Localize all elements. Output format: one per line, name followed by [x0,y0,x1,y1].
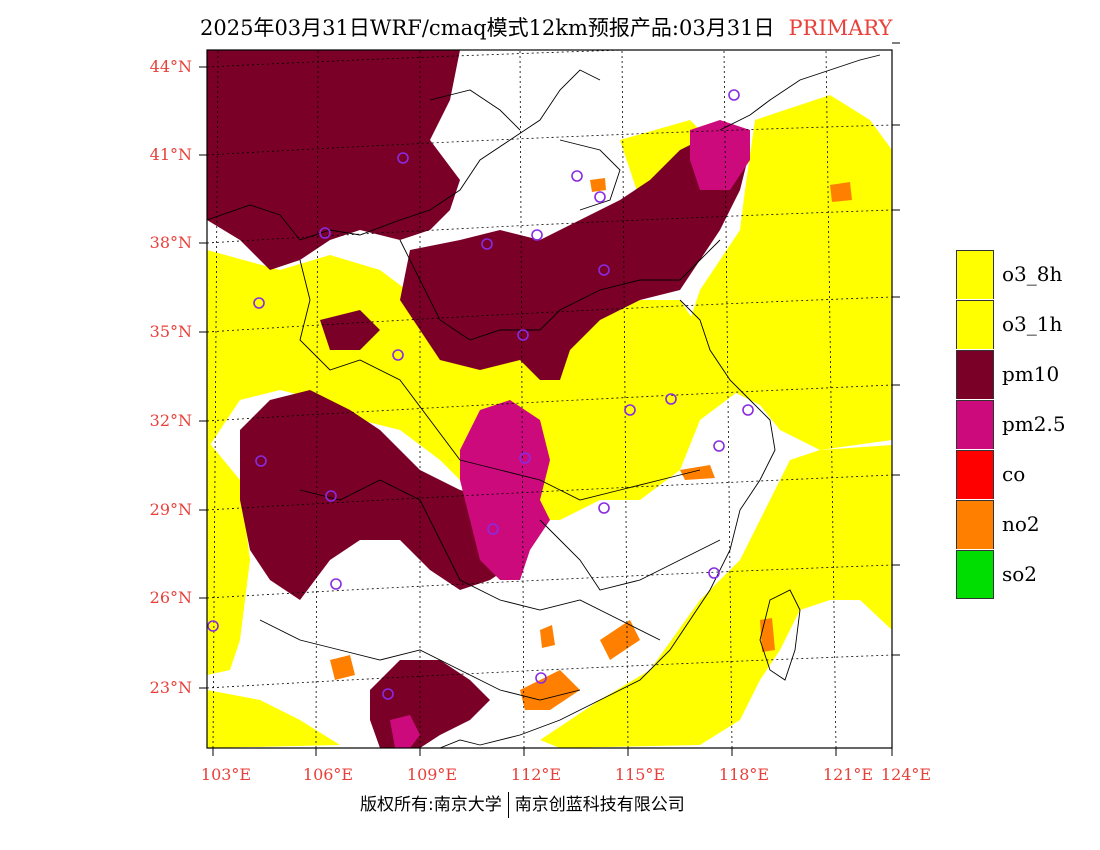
legend-item: o3_1h [956,299,1100,349]
lat-label: 41°N [150,145,192,164]
title-main: 2025年03月31日WRF/cmaq模式12km预报产品:03月31日 [200,16,775,40]
legend-swatch [956,299,994,349]
legend-swatch [956,499,994,549]
boundaries [207,54,881,748]
longitude-labels: 103°E 106°E 109°E 112°E 115°E 118°E 121°… [201,765,931,784]
legend-swatch [956,449,994,499]
legend-label: pm2.5 [1002,412,1066,436]
lat-label: 26°N [150,588,192,607]
o3-area-west [207,440,250,675]
legend-label: no2 [1002,512,1040,536]
legend-label: o3_8h [1002,262,1063,286]
title-product: PRIMARY [788,16,893,40]
pm10-area-northcentral [400,130,750,380]
lon-label: 109°E [407,765,457,784]
legend-swatch [956,549,994,599]
legend-label: so2 [1002,562,1038,586]
lat-label: 29°N [150,500,192,519]
pm10-area-sichuan [240,390,530,600]
no2-patches [330,178,852,710]
map-title: 2025年03月31日WRF/cmaq模式12km预报产品:03月31日 PRIM… [200,12,892,42]
pollution-fields [207,50,892,748]
copyright-separator [507,792,509,818]
lat-label: 23°N [150,678,192,697]
lat-label: 35°N [150,322,192,341]
map-frame [206,49,893,749]
copyright-right: 南京创蓝科技有限公司 [514,795,685,815]
legend-label: pm10 [1002,362,1060,386]
lon-label: 112°E [511,765,561,784]
legend-item: pm10 [956,349,1100,399]
pm10-area-north [207,50,460,270]
legend-swatch [956,399,994,449]
pm25-area-south [390,715,420,748]
legend-label: o3_1h [1002,312,1063,336]
lon-label: 115°E [615,765,665,784]
lon-label: 103°E [201,765,251,784]
pm10-area-plateau [320,310,380,350]
lon-label: 118°E [719,765,769,784]
legend-label: co [1002,462,1026,486]
copyright-left: 版权所有:南京大学 [360,795,502,815]
lon-label: 124°E [881,765,931,784]
station-markers [207,89,754,700]
legend-swatch [956,349,994,399]
o3-area-southwest [207,690,340,748]
legend-item: co [956,449,1100,499]
lat-label: 44°N [150,57,192,76]
legend-swatch [956,249,994,299]
axis-ticks [199,42,900,756]
o3-area-southeast [540,445,892,748]
pm25-area-northeast [690,120,750,190]
lon-label: 106°E [303,765,353,784]
copyright-notice: 版权所有:南京大学 南京创蓝科技有限公司 [360,790,685,818]
latitude-labels: 44°N 41°N 38°N 35°N 32°N 29°N 26°N 23°N [150,57,192,697]
lat-label: 32°N [150,411,192,430]
lon-label: 121°E [823,765,873,784]
pm25-area-central [460,400,550,580]
legend-item: so2 [956,549,1100,599]
legend-item: o3_8h [956,249,1100,299]
legend-item: no2 [956,499,1100,549]
lat-label: 38°N [150,233,192,252]
pollutant-legend: o3_8h o3_1h pm10 pm2.5 co no2 so2 [956,249,1100,599]
legend-item: pm2.5 [956,399,1100,449]
graticule [207,50,892,748]
